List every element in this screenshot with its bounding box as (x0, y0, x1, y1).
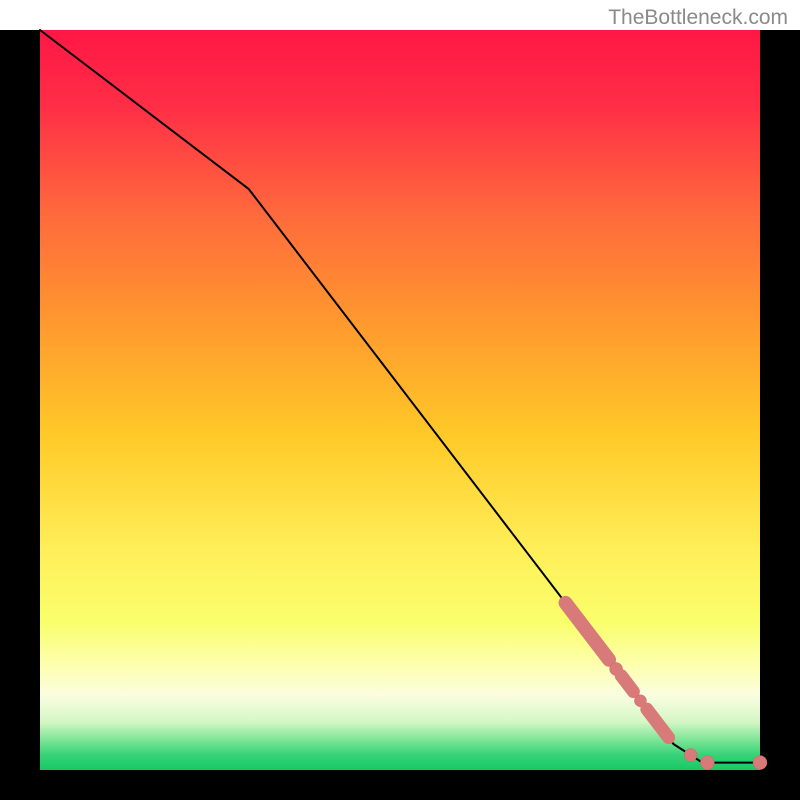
marker-dot (700, 756, 714, 770)
frame-right (760, 30, 800, 770)
marker-dot (753, 756, 767, 770)
frame-bottom (0, 770, 800, 800)
bottleneck-chart: TheBottleneck.com (0, 0, 800, 800)
frame-left (0, 30, 40, 770)
marker-dot (684, 749, 697, 762)
watermark-text: TheBottleneck.com (608, 6, 788, 29)
plot-background (40, 30, 760, 770)
